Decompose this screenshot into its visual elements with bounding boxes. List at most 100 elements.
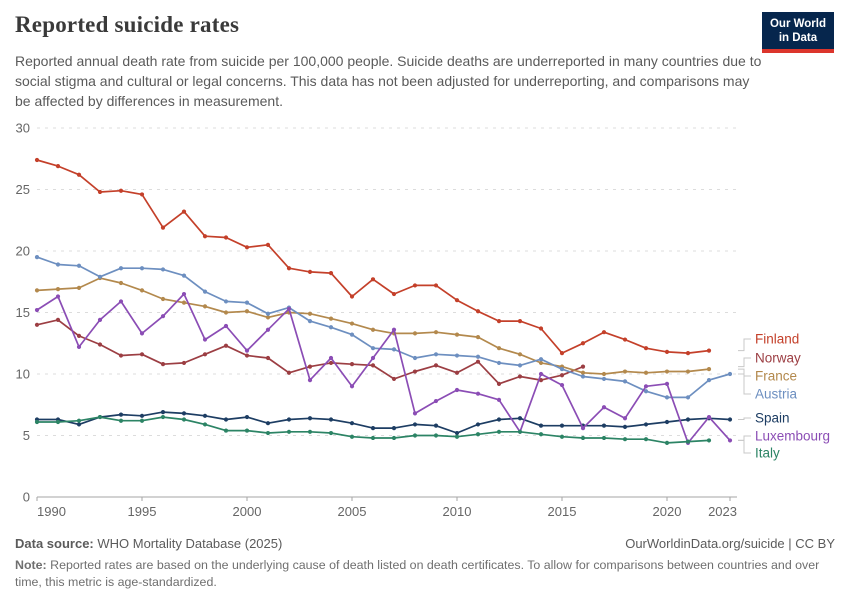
series-point-norway-2010 xyxy=(454,370,460,375)
series-point-italy-2004 xyxy=(328,430,334,436)
series-point-spain-1994 xyxy=(118,412,124,417)
series-point-luxembourg-2012 xyxy=(496,397,502,402)
series-point-france-2021 xyxy=(685,369,691,374)
series-point-norway-1990 xyxy=(34,322,40,327)
x-tick-label-1995: 1995 xyxy=(128,504,157,519)
series-point-finland-2008 xyxy=(412,283,418,288)
series-point-austria-1993 xyxy=(97,274,103,279)
series-point-italy-2009 xyxy=(433,433,439,438)
series-point-norway-2002 xyxy=(286,370,292,375)
x-tick-label-2005: 2005 xyxy=(338,504,367,519)
y-tick-label-25: 25 xyxy=(16,182,30,197)
series-point-luxembourg-2003 xyxy=(307,378,313,383)
series-point-italy-2021 xyxy=(685,439,691,444)
series-point-luxembourg-1997 xyxy=(181,291,187,297)
series-point-austria-2004 xyxy=(328,325,334,330)
series-point-luxembourg-2008 xyxy=(412,411,418,416)
series-point-luxembourg-1996 xyxy=(160,314,166,319)
series-point-luxembourg-1993 xyxy=(97,317,103,322)
series-point-italy-2012 xyxy=(496,429,502,434)
series-point-austria-2021 xyxy=(685,395,691,400)
series-label-norway[interactable]: Norway xyxy=(755,351,801,366)
series-point-luxembourg-2007 xyxy=(391,327,397,332)
series-point-austria-2016 xyxy=(580,374,586,379)
note-label: Note: xyxy=(15,558,47,572)
y-tick-label-0: 0 xyxy=(23,490,30,505)
legend-connector-luxembourg xyxy=(738,435,751,441)
series-point-france-2014 xyxy=(538,360,544,366)
series-point-austria-2017 xyxy=(601,376,607,382)
series-point-spain-2002 xyxy=(286,417,292,422)
series-point-finland-2017 xyxy=(601,330,607,335)
series-point-luxembourg-1995 xyxy=(139,331,145,336)
series-label-austria[interactable]: Austria xyxy=(755,387,798,402)
series-point-italy-2001 xyxy=(265,430,271,436)
series-point-italy-1990 xyxy=(34,419,40,425)
series-point-norway-1995 xyxy=(139,352,145,357)
series-point-italy-2000 xyxy=(244,428,250,433)
data-source-value: WHO Mortality Database (2025) xyxy=(93,536,283,551)
data-source-label: Data source: xyxy=(15,536,94,551)
series-point-italy-1999 xyxy=(223,428,229,433)
series-point-austria-2012 xyxy=(496,360,502,366)
series-point-finland-2010 xyxy=(454,298,460,303)
series-point-austria-1994 xyxy=(118,266,124,271)
series-point-spain-2012 xyxy=(496,417,502,422)
series-line-spain xyxy=(37,411,731,434)
series-label-france[interactable]: France xyxy=(755,369,797,384)
rights-link[interactable]: OurWorldinData.org/suicide | CC BY xyxy=(625,536,835,551)
series-point-france-2001 xyxy=(265,315,271,320)
series-point-italy-1997 xyxy=(181,417,187,422)
series-point-finland-2000 xyxy=(244,245,250,250)
series-point-italy-2014 xyxy=(538,432,544,437)
series-point-austria-2011 xyxy=(475,354,481,359)
series-point-austria-1997 xyxy=(181,273,187,278)
series-point-finland-1994 xyxy=(118,188,124,193)
series-point-norway-2015 xyxy=(559,373,565,378)
owid-logo-line2: in Data xyxy=(778,32,818,45)
series-point-luxembourg-2019 xyxy=(643,384,649,389)
series-point-spain-2004 xyxy=(328,417,334,422)
series-point-austria-2023 xyxy=(727,371,733,377)
series-point-norway-2003 xyxy=(307,364,313,369)
series-point-spain-2003 xyxy=(307,416,313,421)
series-point-italy-2013 xyxy=(517,429,523,434)
owid-logo[interactable]: Our World in Data xyxy=(761,12,834,54)
series-label-luxembourg[interactable]: Luxembourg xyxy=(755,429,830,444)
series-point-finland-2022 xyxy=(706,348,712,353)
series-point-finland-2007 xyxy=(391,291,397,297)
series-point-spain-2021 xyxy=(685,417,691,422)
series-point-austria-1998 xyxy=(202,289,208,294)
series-point-austria-1990 xyxy=(34,255,40,260)
series-point-france-1996 xyxy=(160,296,166,302)
series-point-norway-2013 xyxy=(517,374,523,379)
series-point-austria-2008 xyxy=(412,355,418,361)
series-point-norway-1999 xyxy=(223,343,229,348)
series-point-italy-2006 xyxy=(370,435,376,441)
series-point-italy-2016 xyxy=(580,435,586,441)
series-point-luxembourg-1990 xyxy=(34,307,40,313)
series-point-luxembourg-2011 xyxy=(475,391,481,396)
series-point-finland-2018 xyxy=(622,337,628,342)
series-label-spain[interactable]: Spain xyxy=(755,411,790,426)
series-point-finland-2014 xyxy=(538,326,544,331)
series-point-spain-2005 xyxy=(349,421,355,426)
series-point-france-2013 xyxy=(517,352,523,357)
series-point-austria-1999 xyxy=(223,299,229,304)
series-point-spain-2008 xyxy=(412,422,418,427)
series-label-finland[interactable]: Finland xyxy=(755,332,799,347)
series-point-finland-2019 xyxy=(643,346,649,351)
series-point-spain-1999 xyxy=(223,417,229,422)
series-line-finland xyxy=(36,159,710,354)
series-point-luxembourg-2010 xyxy=(454,387,460,393)
data-source: Data source: WHO Mortality Database (202… xyxy=(15,536,282,551)
series-point-norway-2001 xyxy=(265,355,271,361)
series-point-spain-2023 xyxy=(727,417,733,422)
series-point-france-2008 xyxy=(412,331,418,336)
series-point-luxembourg-2014 xyxy=(538,371,544,377)
owid-logo-line1: Our World xyxy=(769,18,826,30)
series-label-italy[interactable]: Italy xyxy=(755,446,780,461)
legend-connector-austria xyxy=(738,373,751,395)
series-point-france-2000 xyxy=(244,309,250,314)
